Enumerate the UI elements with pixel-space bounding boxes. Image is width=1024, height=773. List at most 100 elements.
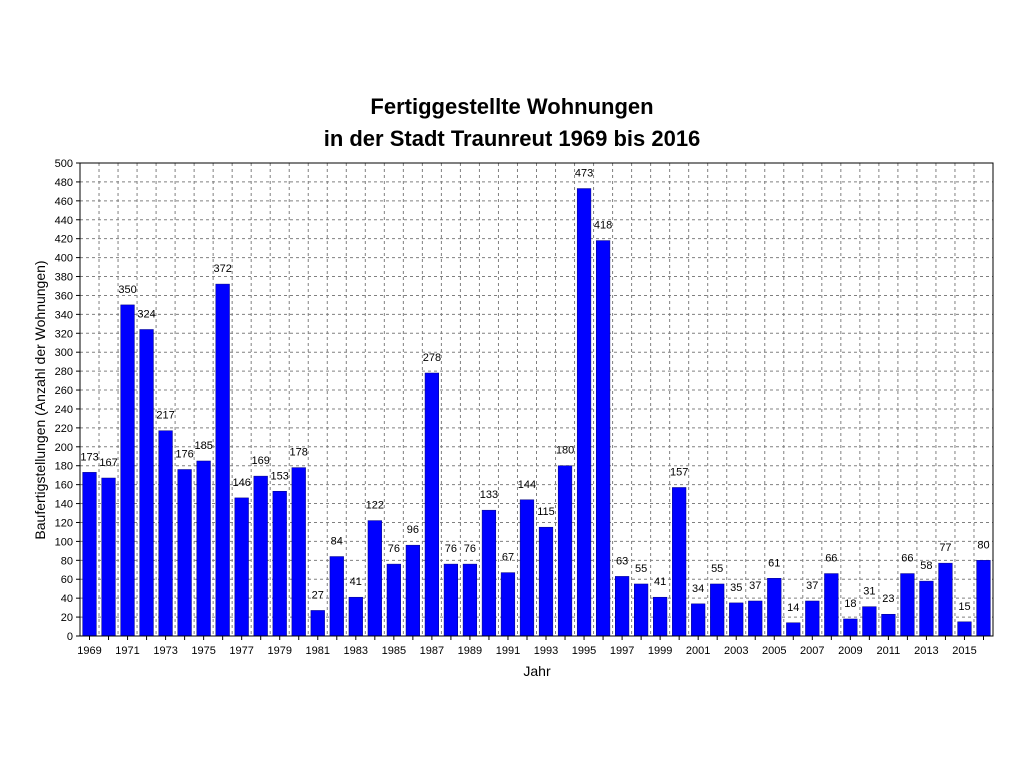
y-tick-label: 340 [55, 309, 73, 321]
x-tick-label: 1985 [382, 645, 406, 657]
x-tick-label: 2015 [952, 645, 976, 657]
value-label-1975: 185 [194, 440, 212, 452]
y-tick-label: 440 [55, 215, 73, 227]
x-tick-label: 2005 [762, 645, 786, 657]
value-label-2004: 37 [749, 580, 761, 592]
bar-1983 [348, 596, 363, 637]
x-tick-label: 2009 [838, 645, 862, 657]
y-tick-label: 280 [55, 366, 73, 378]
y-tick-label: 200 [55, 442, 73, 454]
bar-2016 [976, 560, 991, 637]
x-tick-label: 1971 [115, 645, 139, 657]
plot-frame [79, 162, 994, 637]
y-tick-label: 0 [67, 631, 73, 643]
x-tick-label: 2013 [914, 645, 938, 657]
value-label-2009: 18 [844, 598, 856, 610]
value-label-1974: 176 [175, 449, 193, 461]
x-tick-label: 1995 [572, 645, 596, 657]
x-axis-title: Jahr [523, 663, 551, 679]
y-tick-label: 480 [55, 177, 73, 189]
y-tick-label: 420 [55, 234, 73, 246]
bar-2000 [672, 487, 687, 637]
value-label-2003: 35 [730, 582, 742, 594]
bar-1989 [462, 563, 478, 637]
bar-2008 [824, 573, 839, 637]
x-tick-label: 1979 [267, 645, 291, 657]
value-label-1992: 144 [518, 479, 536, 491]
value-label-1998: 55 [635, 563, 647, 575]
value-label-1993: 115 [537, 506, 555, 518]
value-label-1985: 76 [388, 543, 400, 555]
bar-1974 [177, 469, 192, 637]
value-label-1973: 217 [156, 410, 174, 422]
bar-1978 [253, 475, 268, 637]
x-tick-label: 2001 [686, 645, 710, 657]
value-label-2002: 55 [711, 563, 723, 575]
grid [80, 163, 993, 636]
y-tick-label: 160 [55, 480, 73, 492]
bar-1992 [519, 499, 535, 637]
bar-1985 [386, 563, 401, 637]
bar-1997 [614, 576, 630, 637]
bar-2007 [805, 600, 820, 637]
x-tick-label: 1991 [496, 645, 520, 657]
value-label-1987: 278 [423, 352, 441, 364]
value-label-1990: 133 [480, 489, 498, 501]
bar-1991 [500, 572, 516, 637]
x-tick-label: 1983 [344, 645, 368, 657]
bar-1975 [196, 460, 211, 637]
value-label-2007: 37 [806, 580, 818, 592]
bar-2012 [900, 573, 915, 637]
x-tick-label: 1989 [458, 645, 482, 657]
value-label-2006: 14 [787, 602, 799, 614]
x-tick-label: 1993 [534, 645, 558, 657]
y-tick-label: 20 [61, 612, 73, 624]
bar-2006 [786, 622, 801, 637]
y-axis-title: Baufertigstellungen (Anzahl der Wohnunge… [32, 260, 48, 539]
bar-1998 [634, 583, 649, 637]
value-label-1986: 96 [407, 524, 419, 536]
bar-1979 [272, 491, 287, 637]
value-label-1995: 473 [575, 168, 593, 180]
bars [82, 188, 991, 637]
bar-1972 [139, 329, 154, 637]
bar-1971 [120, 304, 135, 637]
x-tick-label: 1969 [77, 645, 101, 657]
bar-1994 [557, 465, 573, 637]
x-tick-label: 2003 [724, 645, 748, 657]
value-label-1978: 169 [252, 455, 270, 467]
value-label-2010: 31 [863, 586, 875, 598]
value-label-1969: 173 [80, 451, 98, 463]
bar-1982 [329, 556, 344, 637]
bar-2001 [691, 603, 706, 637]
bar-1996 [595, 240, 611, 637]
value-label-1989: 76 [464, 543, 476, 555]
bar-1988 [443, 563, 459, 637]
bar-1990 [481, 509, 497, 637]
value-label-2005: 61 [768, 557, 780, 569]
value-label-2013: 58 [920, 560, 932, 572]
value-label-2012: 66 [901, 553, 913, 565]
value-label-1988: 76 [445, 543, 457, 555]
x-tick-label: 1999 [648, 645, 672, 657]
bar-1977 [234, 497, 249, 637]
value-label-2015: 15 [958, 601, 970, 613]
value-label-2011: 23 [882, 593, 894, 605]
y-tick-label: 240 [55, 404, 73, 416]
bar-2009 [843, 618, 858, 637]
value-label-1980: 178 [290, 447, 308, 459]
bar-1995 [576, 188, 592, 637]
chart-title: Fertiggestellte Wohnungen [370, 94, 653, 119]
value-label-1976: 372 [213, 263, 231, 275]
x-tick-label: 1975 [191, 645, 215, 657]
x-tick-label: 1981 [306, 645, 330, 657]
bar-2014 [938, 562, 953, 637]
value-label-2016: 80 [977, 539, 989, 551]
value-label-1983: 41 [350, 576, 362, 588]
bar-2002 [710, 583, 725, 637]
x-tick-label: 1997 [610, 645, 634, 657]
value-label-1984: 122 [366, 500, 384, 512]
value-label-1982: 84 [331, 536, 343, 548]
